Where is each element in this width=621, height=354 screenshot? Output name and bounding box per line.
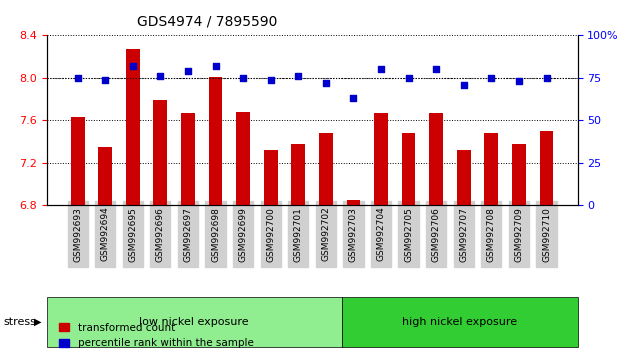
Point xyxy=(321,80,331,86)
Text: stress: stress xyxy=(3,317,36,327)
Bar xyxy=(429,113,443,354)
Bar xyxy=(98,147,112,354)
Point xyxy=(100,77,110,82)
Bar xyxy=(457,150,471,354)
Point xyxy=(348,96,358,101)
Bar xyxy=(236,112,250,354)
Point xyxy=(542,75,551,81)
Point xyxy=(128,63,138,69)
Bar xyxy=(512,144,526,354)
Point xyxy=(183,68,193,74)
Point xyxy=(431,67,441,72)
Point xyxy=(376,67,386,72)
Bar xyxy=(291,144,305,354)
Bar xyxy=(209,77,222,354)
Bar xyxy=(402,133,415,354)
Bar xyxy=(71,117,84,354)
Bar xyxy=(126,49,140,354)
Point xyxy=(404,75,414,81)
Bar xyxy=(181,113,195,354)
Point xyxy=(238,75,248,81)
Text: GDS4974 / 7895590: GDS4974 / 7895590 xyxy=(137,14,277,28)
Point xyxy=(155,73,165,79)
Bar xyxy=(264,150,278,354)
Bar xyxy=(319,133,333,354)
Bar xyxy=(540,131,553,354)
Point xyxy=(266,77,276,82)
Bar xyxy=(374,113,388,354)
Text: high nickel exposure: high nickel exposure xyxy=(402,317,517,327)
Point xyxy=(514,79,524,84)
Point xyxy=(486,75,496,81)
Point xyxy=(459,82,469,87)
Bar xyxy=(347,200,360,354)
Text: ▶: ▶ xyxy=(34,317,42,327)
Legend: transformed count, percentile rank within the sample: transformed count, percentile rank withi… xyxy=(55,319,258,352)
Point xyxy=(73,75,83,81)
Bar xyxy=(153,100,167,354)
Bar xyxy=(484,133,498,354)
Text: low nickel exposure: low nickel exposure xyxy=(139,317,249,327)
Point xyxy=(211,63,220,69)
Point xyxy=(293,73,303,79)
